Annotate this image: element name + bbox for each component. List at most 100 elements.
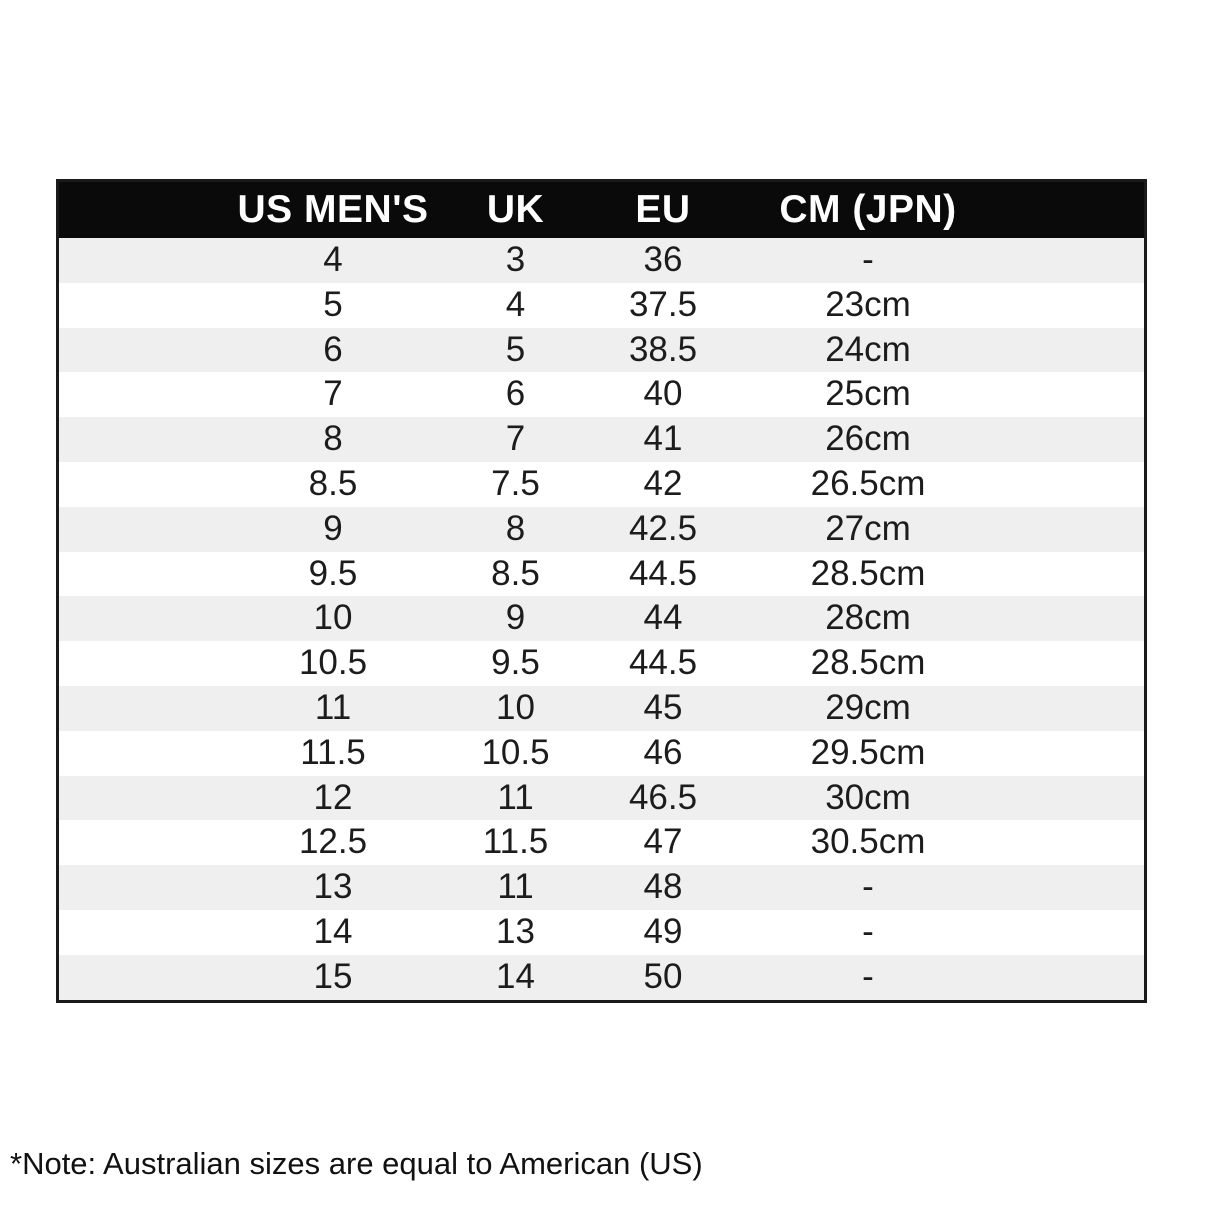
table-cell: 8.5 [308, 463, 358, 503]
table-cell-spacer [1001, 462, 1146, 507]
table-cell-spacer [1001, 641, 1146, 686]
table-cell-spacer [1001, 686, 1146, 731]
table-cell: - [862, 240, 874, 279]
table-cell: 49 [643, 911, 683, 951]
table-cell: 12.5 [298, 822, 368, 862]
table-cell: 10 [496, 687, 535, 727]
table-cell: 8 [505, 508, 526, 548]
table-cell: 10.5 [298, 643, 368, 683]
table-cell: 50 [643, 956, 683, 996]
table-cell: 48 [643, 867, 683, 907]
header-eu: EU [590, 180, 736, 238]
table-cell: 26cm [825, 419, 911, 459]
table-cell: - [862, 911, 874, 951]
table-row: 10 9 44 28cm [57, 596, 1146, 642]
table-cell: 11.5 [300, 732, 366, 772]
table-cell: 42 [643, 463, 683, 503]
table-cell: 3 [505, 240, 526, 279]
table-cell: 7.5 [491, 463, 540, 503]
table-cell: 41 [643, 419, 683, 459]
table-cell-spacer [58, 238, 226, 283]
table-cell: 10 [313, 598, 353, 638]
table-row: 10.5 9.5 44.5 28.5cm [57, 641, 1146, 686]
table-cell: 7 [505, 419, 526, 459]
table-row: 15 14 50 - [57, 954, 1146, 1002]
table-cell: 47 [643, 822, 683, 862]
table-cell-spacer [58, 283, 226, 328]
table-row: 8.5 7.5 42 26.5cm [57, 461, 1146, 507]
table-cell-spacer [58, 686, 226, 731]
table-row: 12 11 46.5 30cm [57, 775, 1146, 821]
table-row: 5 4 37.5 23cm [57, 282, 1146, 328]
table-cell: 37.5 [628, 284, 698, 324]
table-cell: 6 [505, 374, 526, 414]
table-cell: 29cm [825, 687, 911, 727]
table-cell-spacer [1001, 776, 1146, 821]
table-cell: 38.5 [628, 329, 698, 369]
table-cell-spacer [1001, 417, 1146, 462]
table-row: 9 8 42.5 27cm [57, 506, 1146, 552]
table-cell-spacer [1001, 372, 1146, 417]
table-row: 6 5 38.5 24cm [57, 327, 1146, 373]
table-cell-spacer [58, 372, 226, 417]
table-cell: 13 [313, 867, 353, 907]
table-cell-spacer [58, 552, 226, 597]
table-cell: 46.5 [628, 777, 698, 817]
table-cell: 8.5 [491, 553, 540, 593]
table-cell-spacer [58, 328, 226, 373]
table-cell: - [862, 867, 874, 907]
table-cell: 11.5 [482, 822, 549, 862]
table-cell-spacer [1001, 328, 1146, 373]
table-cell: 6 [323, 329, 343, 369]
table-cell: 11 [497, 777, 534, 817]
table-cell-spacer [1001, 731, 1146, 776]
table-cell-spacer [1001, 283, 1146, 328]
table-cell: 30cm [825, 777, 911, 817]
header-spacer-left [57, 180, 226, 238]
table-cell-spacer [58, 641, 226, 686]
header-cm-jpn: CM (JPN) [735, 180, 1001, 238]
table-cell: 9.5 [308, 553, 358, 593]
table-cell-spacer [1001, 552, 1146, 597]
table-cell-spacer [1001, 596, 1146, 641]
footnote: *Note: Australian sizes are equal to Ame… [10, 1146, 703, 1181]
table-cell: 25cm [825, 374, 911, 414]
table-cell-spacer [1001, 955, 1146, 1001]
table-row: 9.5 8.5 44.5 28.5cm [57, 551, 1146, 597]
table-cell: 9 [323, 508, 343, 548]
table-cell: 24cm [825, 329, 911, 369]
table-cell: 15 [313, 956, 353, 996]
table-cell: 42.5 [628, 508, 698, 548]
table-cell: 10.5 [481, 732, 550, 772]
table-cell: 4 [323, 240, 343, 279]
table-row: 8 7 41 26cm [57, 417, 1146, 462]
table-cell-spacer [58, 462, 226, 507]
table-cell: 26.5cm [810, 463, 926, 503]
table-cell-spacer [58, 596, 226, 641]
table-header-row: US MEN'S UK EU CM (JPN) [57, 180, 1146, 238]
table-cell: 44.5 [628, 643, 698, 683]
table-cell: 9 [505, 598, 526, 638]
table-cell-spacer [58, 776, 226, 821]
table-cell-spacer [58, 865, 226, 910]
table-cell: 44 [643, 598, 683, 638]
table-cell-spacer [58, 910, 226, 955]
table-cell: 45 [643, 687, 683, 727]
table-cell-spacer [58, 731, 226, 776]
table-cell: 44.5 [628, 553, 698, 593]
table-cell: 7 [323, 374, 343, 414]
table-cell: 27cm [825, 508, 911, 548]
table-cell: 5 [323, 284, 343, 324]
table-cell: 28.5cm [810, 643, 926, 683]
table-row: 12.5 11.5 47 30.5cm [57, 820, 1146, 866]
table-cell: 4 [505, 284, 526, 324]
table-row: 13 11 48 - [57, 865, 1146, 910]
header-spacer-right [1000, 180, 1146, 238]
table-cell: 29.5cm [810, 732, 926, 772]
table-cell: 11 [497, 867, 534, 907]
header-us-mens: US MEN'S [225, 180, 441, 238]
table-cell: 40 [643, 374, 683, 414]
table-cell: 23cm [825, 284, 911, 324]
size-conversion-table: US MEN'S UK EU CM (JPN) 4 3 36-5 4 37.5 23cm 6… [56, 179, 1147, 1003]
